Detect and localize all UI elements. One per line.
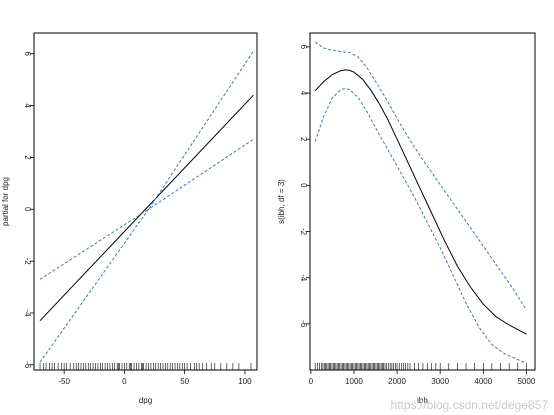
x-tick-label: 50: [180, 377, 189, 386]
x-tick-label: 100: [238, 377, 252, 386]
y-tick-label: -2: [299, 228, 308, 236]
right-panel-ibh: 0 1000 2000 3000 4000 5000 -6 -4 -2 0 2 4 6 ibh s(ibh,…: [277, 32, 536, 405]
series-fit-line: [314, 69, 527, 335]
y-axis-title: partial for dpg: [1, 177, 10, 226]
x-tick-label: -50: [58, 377, 70, 386]
x-tick-label: 1000: [345, 377, 363, 386]
plot-frame: [309, 32, 536, 371]
y-tick-label: 2: [23, 155, 32, 160]
y-tick-label: 6: [299, 45, 308, 50]
y-axis-title: s(ibh, df = 3): [277, 179, 286, 224]
y-tick-label: -4: [23, 309, 32, 317]
y-tick-label: 4: [23, 103, 32, 108]
series-lower-line: [314, 87, 527, 364]
plot-frame: [33, 32, 258, 371]
y-tick-label: -4: [299, 274, 308, 282]
x-tick-label: 2000: [388, 377, 406, 386]
x-tick-label: 0: [122, 377, 127, 386]
series-lower-line: [39, 138, 254, 363]
y-tick-label: 6: [23, 52, 32, 57]
x-tick-label: 0: [309, 377, 314, 386]
watermark-text: https://blog.csdn.net/dege857: [390, 398, 548, 412]
series-upper-line: [314, 41, 527, 311]
y-tick-label: -2: [23, 258, 32, 266]
x-tick-label: 4000: [474, 377, 492, 386]
y-tick-label: 0: [23, 207, 32, 212]
y-tick-label: 0: [299, 183, 308, 188]
x-axis-title: ibh: [417, 396, 428, 405]
x-tick-label: 3000: [431, 377, 449, 386]
y-tick-label: -6: [23, 361, 32, 369]
x-axis-title: dpg: [139, 396, 152, 405]
x-tick-label: 5000: [517, 377, 535, 386]
y-tick-label: 2: [299, 137, 308, 142]
y-tick-label: -6: [299, 320, 308, 328]
series-upper-line: [39, 50, 254, 280]
y-tick-label: 4: [299, 91, 308, 96]
left-panel-dpg: -50 0 50 100 -6 -4 -2 0 2 4 6 dpg partial for dpg: [1, 32, 258, 405]
series-fit-line: [39, 94, 254, 322]
